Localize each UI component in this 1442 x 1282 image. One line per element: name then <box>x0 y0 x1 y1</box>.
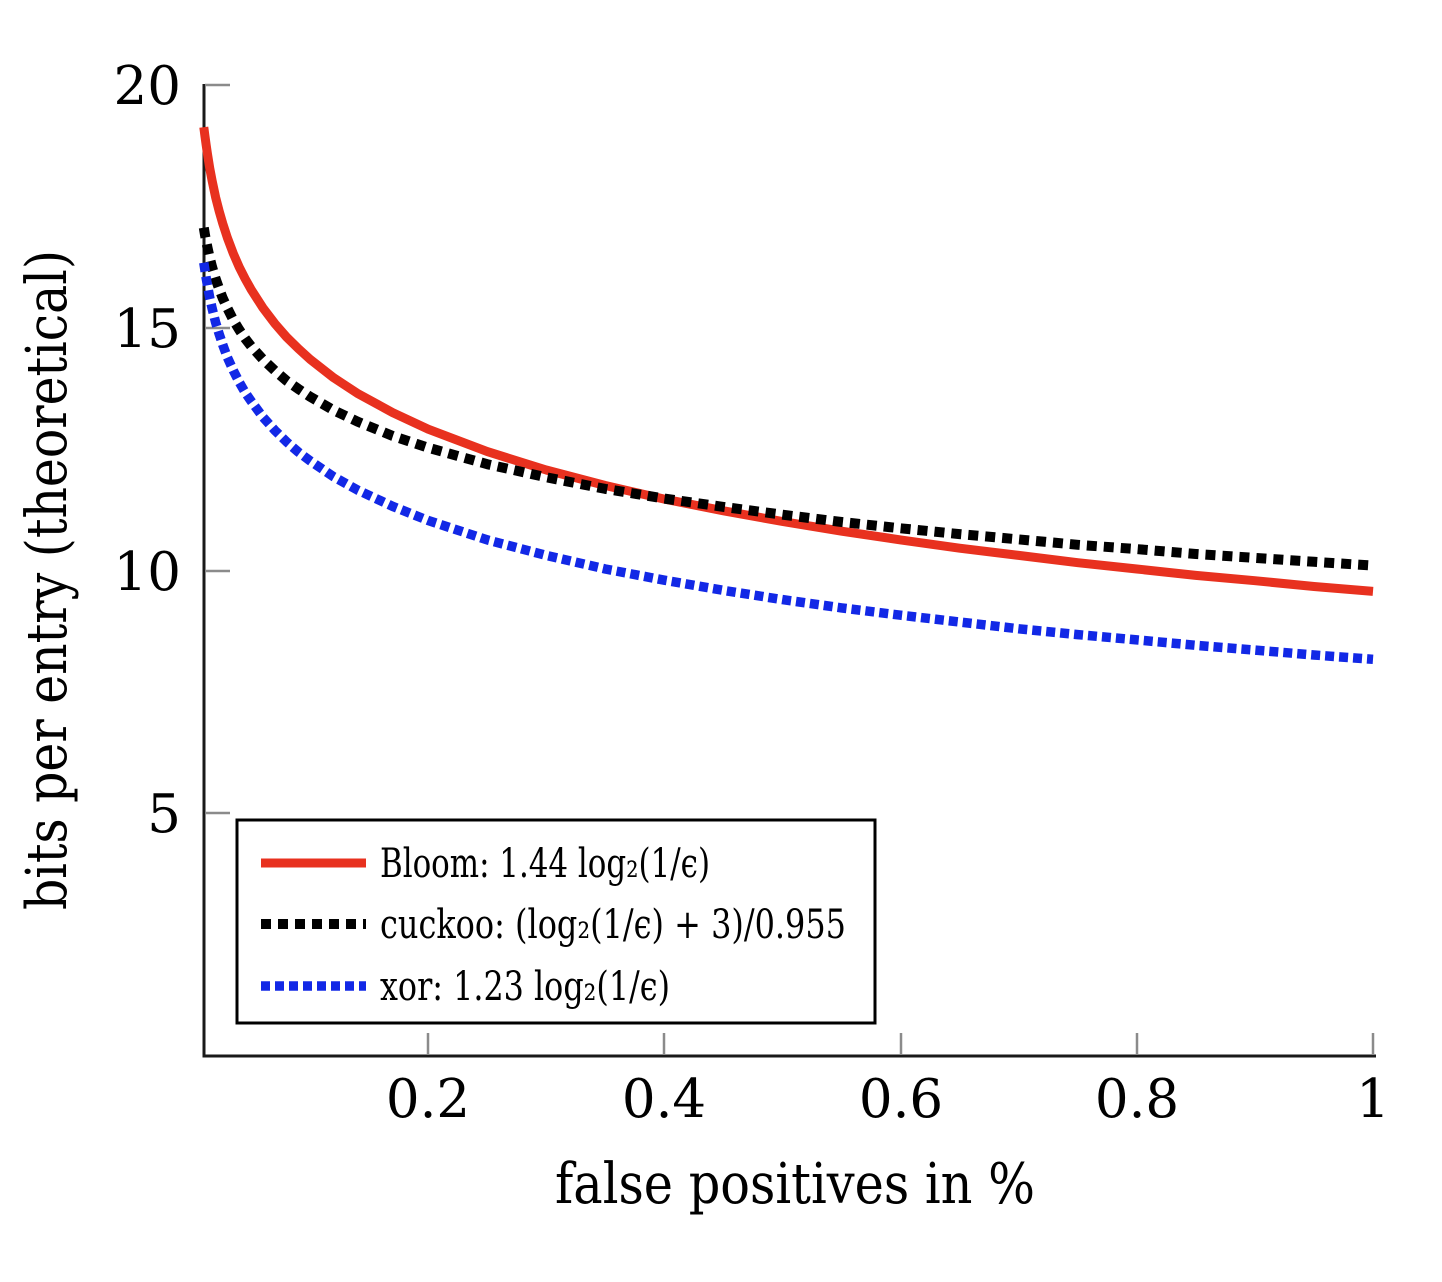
x-tick-label-0.8: 0.8 <box>1095 1069 1179 1130</box>
legend-item-bloom: Bloom: 1.44 log₂(1/ϵ) <box>261 841 710 887</box>
legend-item-xor: xor: 1.23 log₂(1/ϵ) <box>261 964 670 1010</box>
legend-frame <box>235 818 877 1025</box>
x-tick-label-0.2: 0.2 <box>386 1069 470 1130</box>
legend-label-xor: xor: 1.23 log₂(1/ϵ) <box>380 964 670 1010</box>
legend-label-cuckoo: cuckoo: (log₂(1/ϵ) + 3)/0.955 <box>380 902 846 948</box>
x-tick-label-0.6: 0.6 <box>859 1069 943 1130</box>
axis-lines <box>202 84 1376 1058</box>
y-tick-label-15: 15 <box>114 299 181 360</box>
x-tick-label-0.4: 0.4 <box>622 1069 706 1130</box>
x-tick-label-1: 1 <box>1356 1069 1390 1130</box>
series-cuckoo <box>198 226 1374 571</box>
x-axis-label: false positives in % <box>555 1152 1035 1217</box>
legend-label-bloom: Bloom: 1.44 log₂(1/ϵ) <box>380 841 710 887</box>
y-tick-label-10: 10 <box>114 542 181 603</box>
y-axis-ticks <box>205 83 230 815</box>
y-axis-tick-labels: 20 15 10 5 <box>114 56 181 845</box>
y-tick-label-20: 20 <box>114 56 181 117</box>
legend-item-cuckoo: cuckoo: (log₂(1/ϵ) + 3)/0.955 <box>261 902 846 948</box>
x-axis-ticks <box>426 1033 1375 1054</box>
series-xor <box>199 261 1374 665</box>
series-bloom <box>199 126 1374 596</box>
y-axis-label: bits per entry (theoretical) <box>15 250 80 910</box>
legend: Bloom: 1.44 log₂(1/ϵ) cuckoo: (log₂(1/ϵ)… <box>235 818 877 1025</box>
y-tick-label-5: 5 <box>147 784 181 845</box>
plot-series <box>198 126 1374 665</box>
x-axis-tick-labels: 0.2 0.4 0.6 0.8 1 <box>386 1069 1390 1130</box>
